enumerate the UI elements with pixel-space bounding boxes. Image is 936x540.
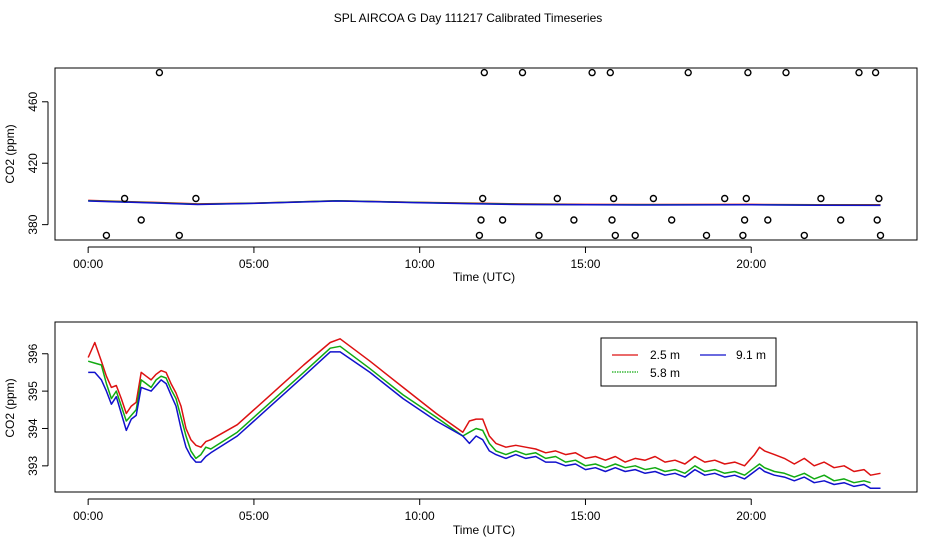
outlier-point <box>518 68 527 77</box>
panel-bottom-series-9-1-m <box>88 351 881 490</box>
panel-top-series <box>88 199 881 207</box>
outlier-point <box>876 231 885 240</box>
panel-top-y-tick-label: 460 <box>26 91 40 111</box>
panel-top: 00:00 05:00 10:00 15:00 20:00 380 420 460 Time… <box>3 67 918 284</box>
outlier-point <box>742 194 750 203</box>
panel-top-x-tick-label: 10:00 <box>405 257 435 271</box>
outlier-point <box>477 216 485 224</box>
outlier-point <box>611 231 619 240</box>
outlier-point <box>782 68 790 77</box>
outlier-point <box>553 194 561 203</box>
panel-bottom-y-tick-label: 394 <box>26 418 40 438</box>
outlier-point <box>631 231 639 240</box>
panel-top-frame <box>54 67 918 241</box>
legend-label-5-8m: 5.8 m <box>650 366 680 380</box>
outlier-point <box>739 231 747 240</box>
panel-bottom-frame <box>54 321 918 493</box>
outlier-point <box>192 194 200 203</box>
outlier-point <box>570 216 578 224</box>
outlier-point <box>498 216 507 224</box>
panel-bottom-y-tick-label: 396 <box>26 343 40 363</box>
outlier-point <box>475 231 484 240</box>
outlier-point <box>871 68 880 77</box>
outlier-point <box>479 194 487 203</box>
outlier-point <box>535 231 543 240</box>
panel-top-x-tick-label: 00:00 <box>73 257 103 271</box>
outlier-point <box>668 216 676 224</box>
outlier-point <box>875 194 883 203</box>
legend-label-2-5m: 2.5 m <box>650 348 680 362</box>
legend-label-9-1m: 9.1 m <box>736 348 766 362</box>
outlier-point <box>649 194 658 203</box>
panel-bottom-series <box>87 338 881 490</box>
outlier-point <box>744 68 752 77</box>
outlier-point <box>800 231 808 240</box>
panel-bottom-x-tick-label: 20:00 <box>736 509 766 523</box>
panel-bottom-xlabel: Time (UTC) <box>453 523 515 537</box>
panel-top-x-axis: 00:00 05:00 10:00 15:00 20:00 <box>73 246 767 271</box>
outlier-point <box>855 68 863 77</box>
panel-bottom: 00:00 05:00 10:00 15:00 20:00 393 394 395 396 T… <box>3 321 918 537</box>
outlier-point <box>817 194 825 203</box>
outlier-point <box>837 216 845 224</box>
panel-bottom-series-5-8-m <box>87 345 871 484</box>
outlier-point <box>702 231 711 240</box>
panel-top-x-tick-label: 20:00 <box>736 257 766 271</box>
panel-top-outliers <box>102 68 885 240</box>
legend: 2.5 m 9.1 m 5.8 m <box>600 337 777 387</box>
panel-bottom-x-tick-label: 05:00 <box>239 509 269 523</box>
outlier-point <box>608 216 616 224</box>
panel-bottom-y-tick-label: 393 <box>26 456 40 476</box>
outlier-point <box>606 68 614 77</box>
chart-title: SPL AIRCOA G Day 111217 Calibrated Times… <box>334 11 603 25</box>
panel-bottom-y-tick-label: 395 <box>26 381 40 401</box>
outlier-point <box>120 194 129 203</box>
outlier-point <box>102 231 111 240</box>
outlier-point <box>155 68 164 77</box>
panel-top-y-tick-label: 420 <box>26 153 40 173</box>
outlier-point <box>175 231 184 240</box>
outlier-point <box>721 194 729 203</box>
panel-top-y-axis: 380 420 460 <box>26 91 49 235</box>
outlier-point <box>873 216 881 224</box>
outlier-point <box>480 68 488 77</box>
panel-bottom-series-2-5-m <box>87 338 881 476</box>
outlier-point <box>684 68 692 77</box>
panel-top-x-tick-label: 15:00 <box>570 257 600 271</box>
panel-bottom-ylabel: CO2 (ppm) <box>3 378 17 437</box>
panel-bottom-x-tick-label: 00:00 <box>73 509 103 523</box>
outlier-point <box>740 216 749 224</box>
legend-box <box>600 337 777 387</box>
outlier-point <box>764 216 772 224</box>
panel-bottom-y-axis: 393 394 395 396 <box>26 343 49 476</box>
panel-bottom-x-tick-label: 15:00 <box>570 509 600 523</box>
panel-top-x-tick-label: 05:00 <box>239 257 269 271</box>
panel-bottom-x-axis: 00:00 05:00 10:00 15:00 20:00 <box>73 498 767 523</box>
outlier-point <box>588 68 596 77</box>
outlier-point <box>137 216 145 224</box>
panel-top-xlabel: Time (UTC) <box>453 270 515 284</box>
panel-bottom-x-tick-label: 10:00 <box>405 509 435 523</box>
panel-top-series-9-1-m <box>88 200 881 207</box>
outlier-point <box>609 194 618 203</box>
panel-top-ylabel: CO2 (ppm) <box>3 124 17 183</box>
panel-top-y-tick-label: 380 <box>26 214 40 234</box>
